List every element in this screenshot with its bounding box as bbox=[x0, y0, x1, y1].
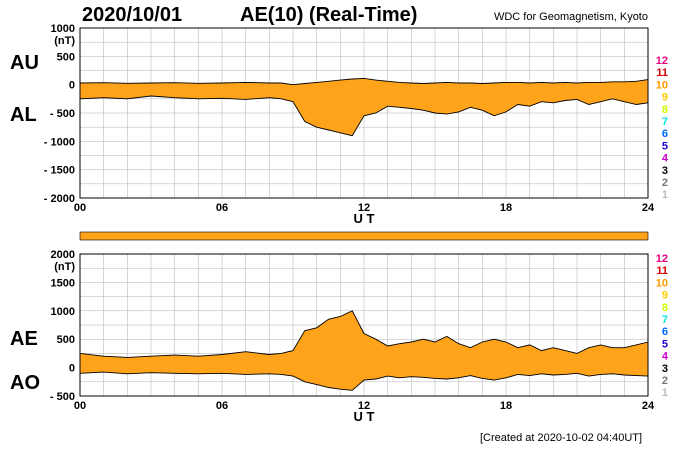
station-count-label: 11 bbox=[656, 265, 668, 277]
y-unit-label: (nT) bbox=[54, 261, 75, 273]
y-tick-label: - 500 bbox=[50, 391, 75, 403]
date-title: 2020/10/01 bbox=[82, 4, 183, 26]
station-count-label: 2 bbox=[662, 375, 668, 387]
al-series-line bbox=[79, 95, 649, 137]
station-count-label: 10 bbox=[656, 79, 668, 91]
y-tick-label: - 1500 bbox=[44, 165, 75, 177]
y-tick-label: 1000 bbox=[51, 23, 75, 35]
x-tick-label: 18 bbox=[500, 400, 512, 412]
y-tick-label: 0 bbox=[69, 80, 75, 92]
x-axis-label: U T bbox=[354, 409, 375, 424]
x-tick-label: 06 bbox=[216, 202, 228, 214]
y-tick-label: 1000 bbox=[51, 306, 75, 318]
plot-frame bbox=[79, 27, 649, 199]
ae-ao-panel: 2000 1500 1000 500 0 - 500 (nT) 00 06 12 18 24 U T bbox=[50, 249, 655, 424]
station-count-label: 3 bbox=[662, 165, 668, 177]
au-al-panel: 1000 500 0 - 500 - 1000 - 1500 - 2000 (nT) 00 06 1… bbox=[44, 23, 655, 226]
index-band-fill bbox=[80, 78, 648, 136]
station-count-label: 4 bbox=[662, 153, 669, 165]
y-tick-label: 1500 bbox=[51, 277, 75, 289]
y-tick-label: 500 bbox=[57, 51, 75, 63]
x-axis-label: U T bbox=[354, 211, 375, 226]
station-count-label: 3 bbox=[662, 363, 668, 375]
x-tick-label: 12 bbox=[358, 400, 370, 412]
y-tick-label: 500 bbox=[57, 334, 75, 346]
x-tick-label: 24 bbox=[642, 202, 655, 214]
station-count-label: 1 bbox=[662, 189, 668, 201]
station-count-label: 6 bbox=[662, 128, 668, 140]
y-tick-label: - 2000 bbox=[44, 193, 75, 205]
y-tick-label: - 1000 bbox=[44, 136, 75, 148]
station-coverage-bar bbox=[79, 231, 649, 241]
station-count-label: 6 bbox=[662, 326, 668, 338]
x-tick-label: 00 bbox=[74, 400, 86, 412]
y-unit-label: (nT) bbox=[54, 35, 75, 47]
ae-series-label: AE bbox=[10, 328, 38, 350]
au-series-line bbox=[79, 77, 649, 86]
station-count-label: 7 bbox=[662, 314, 668, 326]
station-count-label: 7 bbox=[662, 116, 668, 128]
station-count-label: 11 bbox=[656, 67, 668, 79]
station-count-label: 9 bbox=[662, 290, 668, 302]
y-tick-label: 0 bbox=[69, 363, 75, 375]
x-tick-label: 12 bbox=[358, 202, 370, 214]
index-band-fill bbox=[80, 310, 648, 391]
station-count-label: 10 bbox=[656, 277, 668, 289]
station-count-label: 5 bbox=[662, 140, 668, 152]
ae-series-line bbox=[79, 310, 649, 358]
station-count-label: 2 bbox=[662, 177, 668, 189]
plot-frame bbox=[79, 253, 649, 397]
credit-text: WDC for Geomagnetism, Kyoto bbox=[493, 11, 648, 23]
ao-series-line bbox=[79, 371, 649, 391]
created-timestamp: [Created at 2020-10-02 04:40UT] bbox=[480, 432, 643, 444]
x-tick-label: 24 bbox=[642, 400, 655, 412]
y-tick-label: 2000 bbox=[51, 249, 75, 261]
station-count-label: 9 bbox=[662, 92, 668, 104]
station-count-label: 5 bbox=[662, 338, 668, 350]
x-tick-label: 06 bbox=[216, 400, 228, 412]
y-tick-label: - 500 bbox=[50, 108, 75, 120]
station-count-label: 4 bbox=[662, 351, 669, 363]
chart-title: AE(10) (Real-Time) bbox=[240, 4, 418, 26]
station-count-label: 1 bbox=[662, 387, 668, 399]
station-count-label: 12 bbox=[656, 55, 668, 67]
x-tick-label: 18 bbox=[500, 202, 512, 214]
al-series-label: AL bbox=[10, 104, 37, 126]
au-series-label: AU bbox=[10, 52, 39, 74]
station-count-label: 12 bbox=[656, 253, 668, 265]
station-count-label: 8 bbox=[662, 302, 668, 314]
ao-series-label: AO bbox=[10, 372, 40, 394]
station-count-label: 8 bbox=[662, 104, 668, 116]
x-tick-label: 00 bbox=[74, 202, 86, 214]
